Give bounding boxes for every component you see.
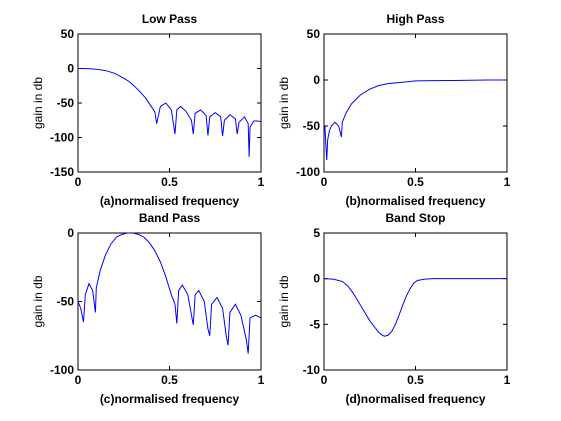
high-pass-plot-frame	[323, 33, 508, 173]
band-pass-response-curve	[78, 233, 261, 354]
band-stop-plot-frame	[323, 232, 508, 371]
band-pass-axes: 0 0.5 1 0 -50 -100 Band Pass (c)normalised freq…	[31, 211, 265, 406]
band-stop-xtick-label: 1	[504, 373, 511, 387]
low-pass-ytick-label: -150	[50, 165, 74, 179]
low-pass-xtick-label: 0	[75, 175, 82, 189]
band-stop-ytick-label: -5	[309, 317, 320, 331]
low-pass-axes: 0 0.5 1 50 0 -50 -100 -150 Low Pass (a)normalised…	[31, 12, 265, 208]
band-pass-ytick-label: 0	[67, 226, 74, 240]
band-pass-ytick-label: -100	[50, 363, 74, 377]
high-pass-xlabel: (b)normalised frequency	[345, 194, 485, 208]
high-pass-xtick-label: 1	[504, 175, 511, 189]
high-pass-axes: 0 0.5 1 50 0 -50 -100 High Pass (b)normalised fr…	[277, 12, 511, 208]
band-stop-ytick-label: 0	[313, 272, 320, 286]
low-pass-title: Low Pass	[142, 12, 198, 26]
band-pass-xlabel: (c)normalised frequency	[100, 392, 240, 406]
band-pass-xtick-label: 1	[258, 373, 265, 387]
low-pass-ytick-label: 0	[67, 62, 74, 76]
low-pass-xtick-label: 1	[258, 175, 265, 189]
high-pass-xtick-label: 0.5	[407, 175, 424, 189]
band-stop-response-curve	[324, 278, 507, 337]
band-stop-ytick-label: 5	[313, 226, 320, 240]
low-pass-ytick-label: -50	[57, 96, 75, 110]
band-stop-axes: 0 0.5 1 5 0 -5 -10 Band Stop (d)normalised frequ…	[277, 211, 511, 406]
low-pass-response-curve	[78, 68, 261, 157]
low-pass-xlabel: (a)normalised frequency	[100, 194, 240, 208]
high-pass-ytick-label: -100	[296, 165, 320, 179]
low-pass-ytick-label: -100	[50, 131, 74, 145]
high-pass-ytick-label: 0	[313, 73, 320, 87]
high-pass-response-curve	[324, 79, 507, 161]
high-pass-xtick-label: 0	[321, 175, 328, 189]
high-pass-title: High Pass	[386, 12, 444, 26]
band-stop-xtick-label: 0.5	[407, 373, 424, 387]
low-pass-xtick-label: 0.5	[161, 175, 178, 189]
high-pass-ylabel: gain in db	[277, 77, 291, 129]
low-pass-ytick-label: 50	[61, 27, 75, 41]
band-stop-ylabel: gain in db	[277, 275, 291, 327]
band-pass-xtick-label: 0.5	[161, 373, 178, 387]
high-pass-ytick-label: -50	[303, 119, 321, 133]
band-stop-title: Band Stop	[386, 211, 446, 225]
band-pass-ylabel: gain in db	[31, 275, 45, 327]
band-stop-xlabel: (d)normalised frequency	[345, 392, 485, 406]
band-stop-ytick-label: -10	[303, 363, 321, 377]
band-pass-ytick-label: -50	[57, 295, 75, 309]
low-pass-ylabel: gain in db	[31, 77, 45, 129]
high-pass-ytick-label: 50	[307, 27, 321, 41]
low-pass-plot-frame	[77, 33, 262, 173]
band-pass-title: Band Pass	[139, 211, 201, 225]
band-pass-xtick-label: 0	[75, 373, 82, 387]
band-pass-plot-frame	[77, 232, 262, 371]
band-stop-xtick-label: 0	[321, 373, 328, 387]
